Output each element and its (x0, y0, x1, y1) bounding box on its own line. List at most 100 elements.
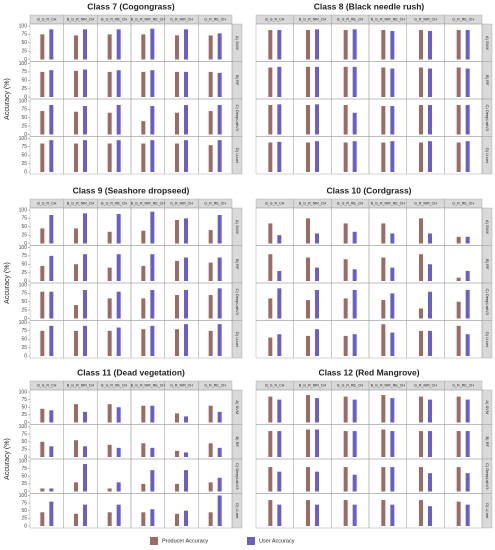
bar (116, 482, 121, 492)
bar (465, 30, 470, 60)
y-tick-label: 75 (21, 397, 27, 403)
column-label: G_R_NIR_CH (414, 201, 437, 205)
y-tick-label: 25 (21, 86, 27, 92)
bar (74, 143, 78, 172)
bar (208, 512, 213, 526)
cell (198, 136, 233, 175)
bar (419, 218, 423, 244)
row-label: C) DeepLabV3 (485, 289, 490, 316)
bar (40, 408, 45, 423)
bar (208, 330, 213, 356)
bar (49, 325, 54, 356)
bar (381, 429, 386, 457)
y-tick-label: 100 (19, 136, 28, 142)
bar (74, 404, 78, 423)
column-label: G_R_RE_CH (204, 17, 226, 21)
bar (456, 30, 461, 60)
bar (306, 257, 310, 281)
bar (49, 488, 54, 492)
bar (40, 111, 45, 135)
bar (352, 112, 357, 135)
bar (175, 260, 179, 281)
bar (428, 31, 432, 60)
panel-title: Class 7 (Cogongrass) (87, 1, 175, 11)
bar (428, 431, 432, 457)
bar (40, 330, 45, 356)
bar (456, 105, 461, 135)
bar (208, 35, 213, 60)
y-tick-label: 25 (21, 481, 27, 487)
row-label: D) U-net (485, 503, 490, 519)
bar (456, 236, 461, 244)
column-label: B_G_R_RE_CH (337, 17, 363, 21)
row-label: B) RF (235, 437, 240, 448)
y-tick-label: 75 (21, 431, 27, 437)
bar (40, 265, 45, 281)
bar (456, 301, 461, 319)
bar (175, 71, 179, 97)
y-tick-label: 0 (24, 241, 27, 247)
row-label: A) SVM (485, 220, 490, 234)
y-tick-label: 50 (21, 40, 27, 46)
bar (175, 295, 179, 319)
y-tick-label: 25 (21, 270, 27, 276)
bar (74, 440, 78, 457)
bar (465, 334, 470, 356)
row-label: B) RF (485, 437, 490, 448)
bar (217, 324, 222, 356)
bar (381, 324, 386, 356)
bar (315, 329, 319, 356)
bar (428, 506, 432, 526)
bar (390, 233, 395, 244)
bar (268, 105, 273, 135)
y-tick-label: 50 (21, 299, 27, 305)
column-label: G_R_NIR_CH (170, 17, 193, 21)
bar (208, 482, 213, 492)
bar (150, 509, 155, 526)
panel-title: Class 11 (Dead vegetation) (77, 367, 185, 377)
legend-swatch (150, 537, 158, 545)
cell (198, 493, 233, 529)
y-tick-label: 25 (21, 232, 27, 238)
bar (141, 143, 146, 172)
bar (352, 29, 357, 60)
bar (465, 431, 470, 457)
column-label: B_G_R_NIR_RE_CH (131, 17, 166, 21)
bar (49, 105, 54, 135)
bar (175, 35, 179, 60)
bar (268, 30, 273, 60)
cell (444, 493, 483, 529)
y-tick-label: 75 (21, 253, 27, 259)
y-tick-label: 50 (21, 405, 27, 411)
bar (208, 145, 213, 172)
column-label: B_G_R_NIR_RE_CH (371, 17, 406, 21)
y-tick-label: 25 (21, 345, 27, 351)
bar (419, 500, 423, 526)
bar (277, 288, 282, 319)
y-tick-label: 25 (21, 307, 27, 313)
bar (343, 66, 348, 97)
bar (465, 399, 470, 423)
bar (116, 254, 121, 281)
bar (352, 269, 357, 281)
bar (381, 300, 386, 319)
column-label: B_G_R_CH (265, 201, 284, 205)
panel-title: Class 9 (Seashore dropseed) (73, 185, 190, 195)
bar (419, 308, 423, 319)
bar (217, 447, 222, 457)
bar (217, 215, 222, 244)
y-axis-label: Accuracy (%) (4, 78, 11, 120)
y-tick-label: 75 (21, 291, 27, 297)
y-tick-label: 100 (19, 458, 28, 464)
y-tick-label: 0 (24, 132, 27, 138)
row-label: A) SVM (235, 36, 240, 50)
y-tick-label: 100 (19, 320, 28, 326)
bar (74, 111, 78, 135)
bar (428, 399, 432, 423)
bar (381, 106, 386, 135)
bar (390, 31, 395, 60)
bar (49, 446, 54, 457)
bar (390, 398, 395, 423)
bar (428, 233, 432, 244)
